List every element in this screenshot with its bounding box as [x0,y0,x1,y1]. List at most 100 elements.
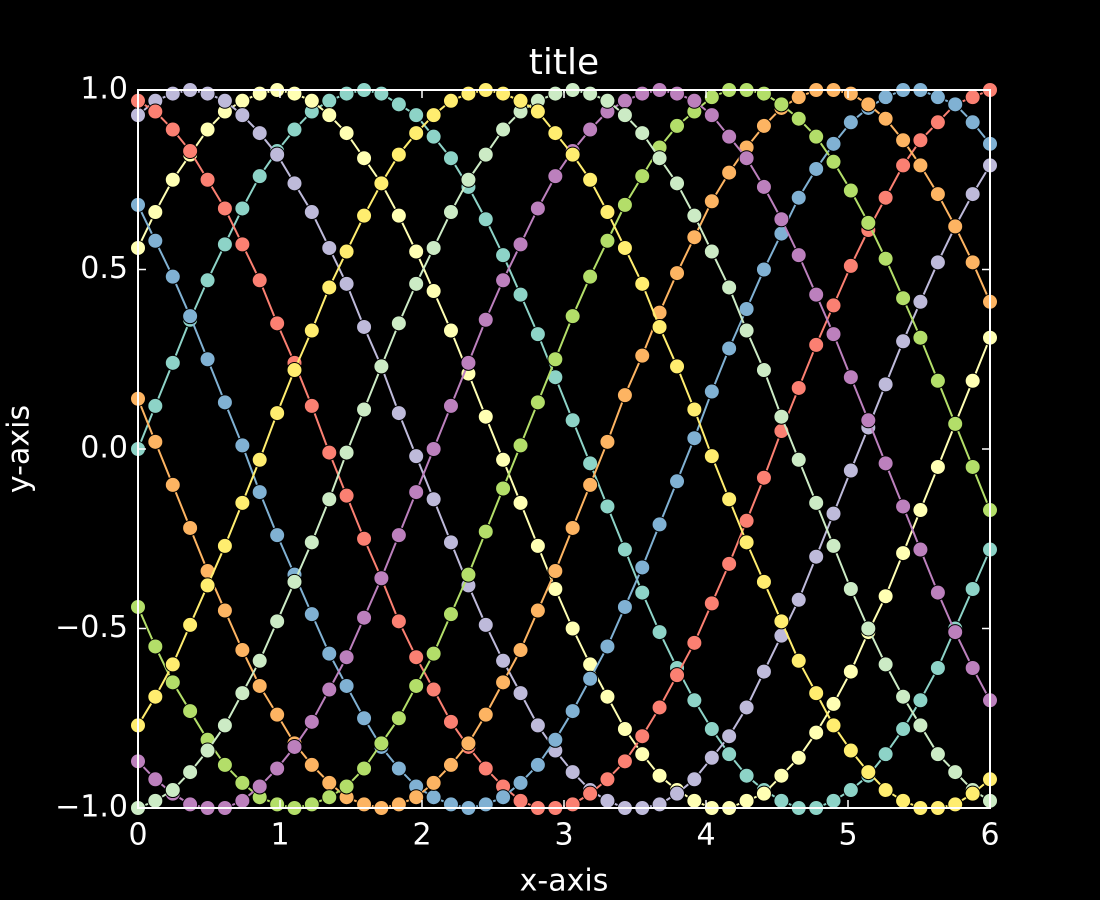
point [634,728,651,745]
point [425,128,442,145]
point [564,308,581,325]
point [425,789,442,806]
point [721,279,738,296]
point [964,659,981,676]
point [651,150,668,167]
point [338,444,355,461]
point [321,681,338,698]
point [686,771,703,788]
point [895,157,912,174]
point [669,85,686,102]
point [929,114,946,131]
point [616,107,633,124]
point [512,92,529,109]
point [338,125,355,142]
point [425,239,442,256]
point [356,609,373,626]
point [669,473,686,490]
point [947,796,964,813]
point [477,311,494,328]
point [599,498,616,515]
point [356,318,373,335]
point [373,358,390,375]
point [234,685,251,702]
point [616,753,633,770]
point [512,437,529,454]
point [703,107,720,124]
point [147,204,164,221]
y-tick-label: −1.0 [55,790,128,825]
point [842,782,859,799]
point [442,322,459,339]
point [808,160,825,177]
point [251,451,268,468]
point [616,92,633,109]
point [755,469,772,486]
point [529,200,546,217]
point [669,358,686,375]
point [442,204,459,221]
point [269,405,286,422]
point [808,286,825,303]
point [373,175,390,192]
point [338,487,355,504]
point [582,268,599,285]
point [947,415,964,432]
point [390,527,407,544]
point [651,516,668,533]
point [303,756,320,773]
point [790,749,807,766]
point [338,275,355,292]
point [808,336,825,353]
point [477,616,494,633]
point [408,789,425,806]
point [164,171,181,188]
point [216,537,233,554]
point [442,606,459,623]
point [321,789,338,806]
point [599,232,616,249]
point [634,275,651,292]
point [512,642,529,659]
point [669,175,686,192]
point [703,721,720,738]
point [234,200,251,217]
point [147,103,164,120]
point [547,168,564,185]
point [286,573,303,590]
point [755,261,772,278]
point [634,559,651,576]
point [912,692,929,709]
point [529,602,546,619]
point [964,372,981,389]
point [182,519,199,536]
point [634,347,651,364]
point [164,85,181,102]
point [582,121,599,138]
point [860,764,877,781]
point [216,602,233,619]
point [321,444,338,461]
point [269,706,286,723]
point [929,186,946,203]
point [912,502,929,519]
point [286,738,303,755]
point [912,157,929,174]
point [947,96,964,113]
point [356,401,373,418]
x-tick-label: 3 [554,818,573,853]
point [564,796,581,813]
point [164,121,181,138]
point [964,785,981,802]
point [512,774,529,791]
point [147,638,164,655]
point [460,171,477,188]
point [234,236,251,253]
point [738,792,755,809]
point [338,85,355,102]
point [877,189,894,206]
point [147,771,164,788]
point [564,703,581,720]
point [442,150,459,167]
